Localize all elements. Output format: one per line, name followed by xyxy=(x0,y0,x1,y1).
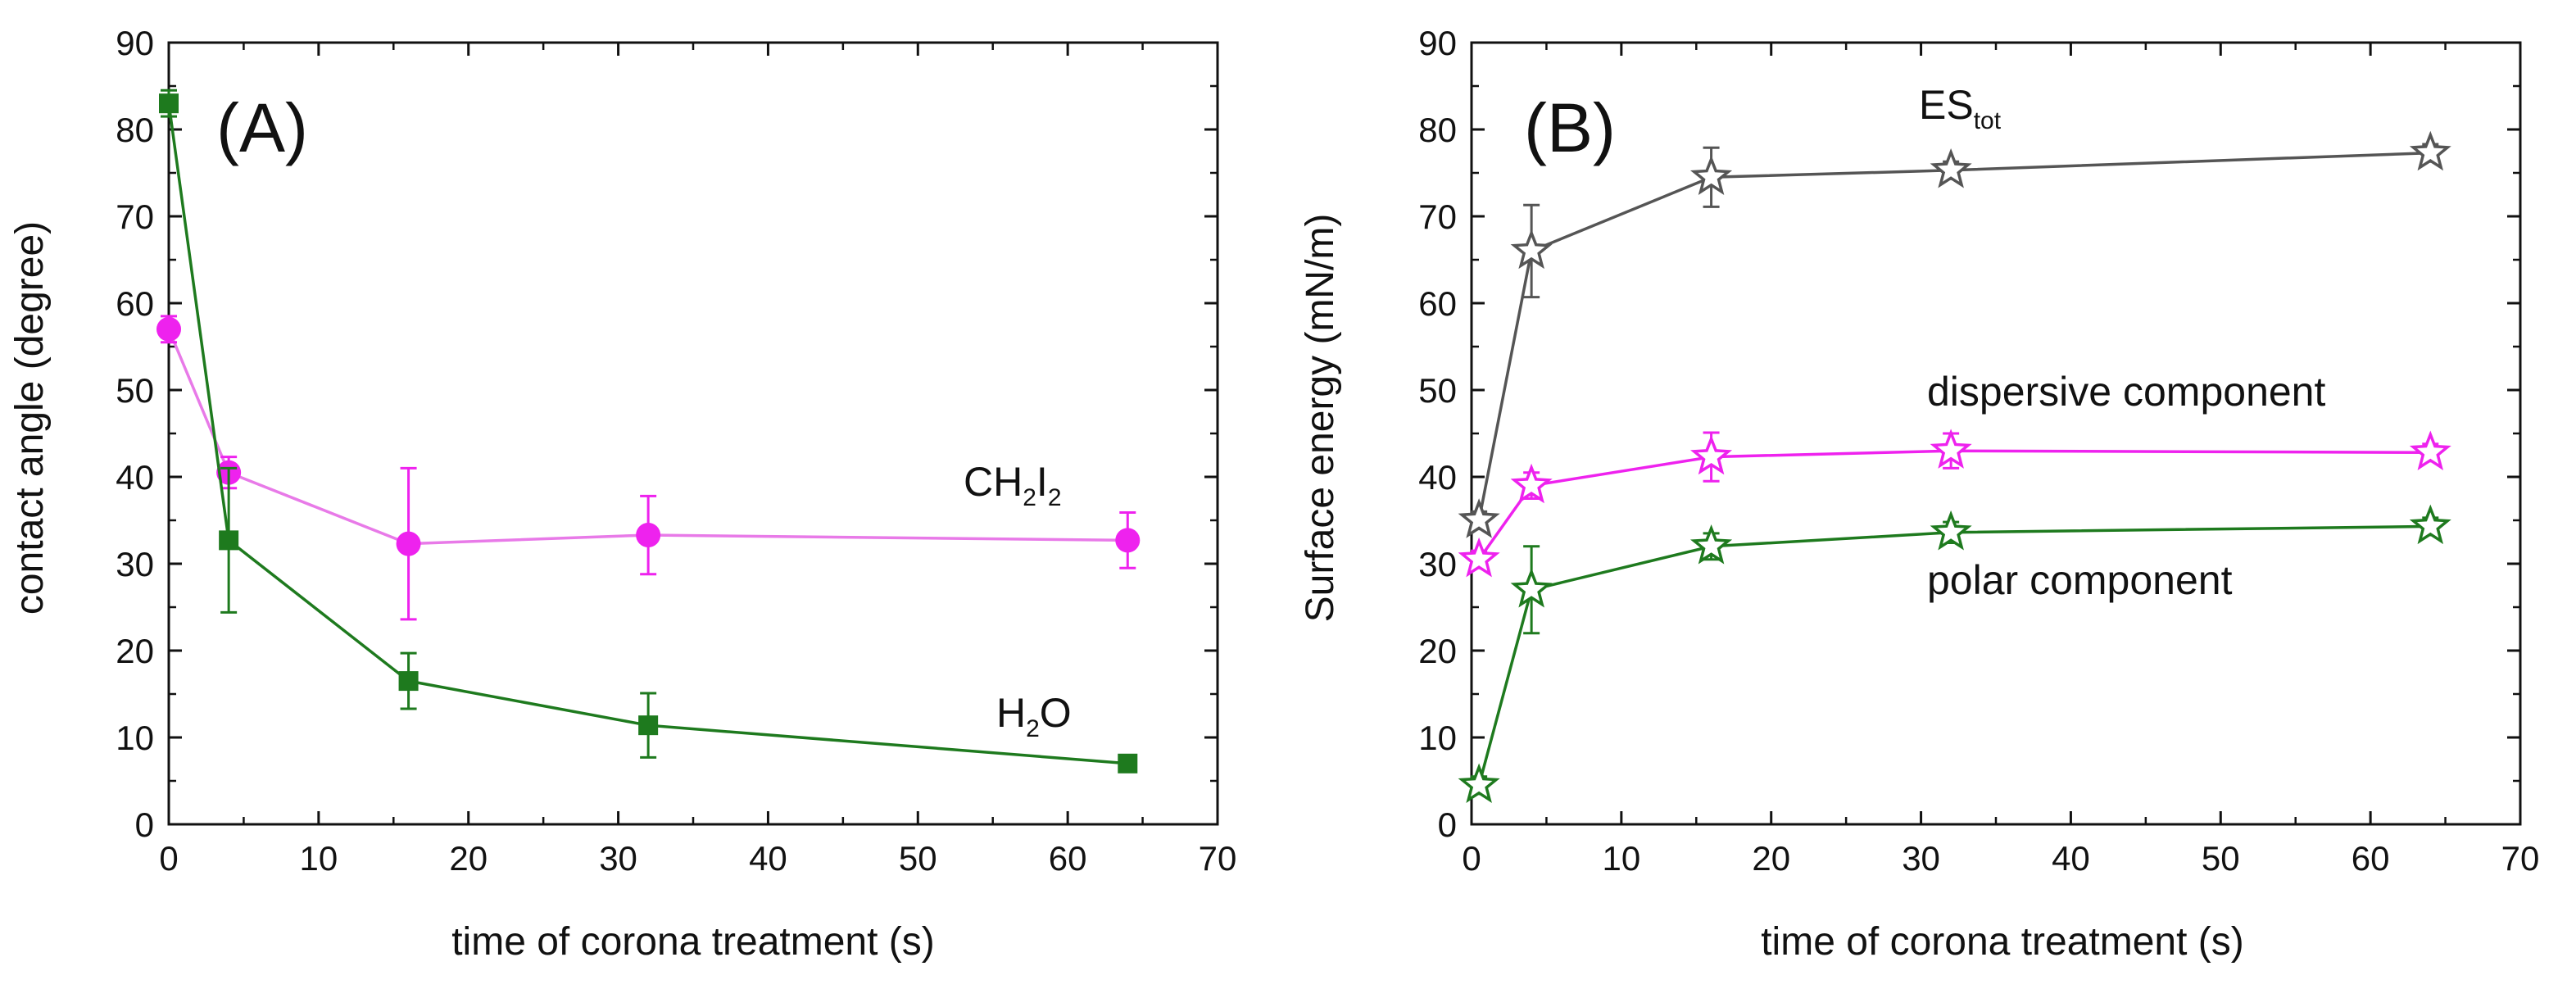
panel-b-y-tick-label: 80 xyxy=(1418,111,1457,149)
panel-b-series-1-point xyxy=(1458,537,1500,578)
panel-b-y-tick-label: 0 xyxy=(1438,805,1457,844)
panel-b-series-0-line xyxy=(1477,151,2431,521)
label-ch2i2-sub1: 2 xyxy=(1023,484,1036,511)
panel-b-y-tick-label: 60 xyxy=(1418,284,1457,323)
panel-b-label: (B) xyxy=(1524,89,1616,166)
panel-a-x-tick-label: 40 xyxy=(749,839,787,878)
panel-b-plot-frame xyxy=(1470,41,2522,826)
panel-b-y-axis-title: Surface energy (mN/m) xyxy=(1299,214,1342,623)
panel-a-x-tick-label: 10 xyxy=(299,839,338,878)
panel-b-series-1-point xyxy=(2409,430,2451,471)
panel-b-series-0-point xyxy=(1690,155,1733,196)
label-ch2i2-main: CH xyxy=(964,459,1023,505)
label-ch2i2-mid: I xyxy=(1036,459,1048,505)
panel-b-x-tick-label: 60 xyxy=(2352,839,2390,878)
panel-b-x-tick-label: 30 xyxy=(1902,839,1940,878)
panel-b-y-tick-label: 40 xyxy=(1418,458,1457,497)
label-h2o-mid: O xyxy=(1040,690,1072,736)
label-polar: polar component xyxy=(1927,557,2233,603)
panel-a-x-tick-label: 20 xyxy=(449,839,488,878)
panel-a-series-0-point xyxy=(1115,528,1141,553)
label-es-tot: EStot xyxy=(1919,82,2002,134)
panel-a-x-tick-label: 50 xyxy=(899,839,937,878)
panel-b-series-2-point xyxy=(2409,504,2451,545)
panel-a-series-1-point xyxy=(638,715,659,736)
label-es-tot-sub: tot xyxy=(1974,107,2002,134)
panel-a-y-tick-label: 80 xyxy=(116,111,154,149)
panel-b-series-0-point xyxy=(2409,130,2451,171)
panel-b-series-1-point xyxy=(1510,463,1553,504)
panel-b-series-0-point xyxy=(1510,229,1553,270)
panel-b-y-tick-label: 20 xyxy=(1418,632,1457,670)
panel-a-x-tick-label: 0 xyxy=(159,839,178,878)
panel-a-series-1-point xyxy=(1118,753,1138,774)
panel-b-x-tick-label: 10 xyxy=(1602,839,1640,878)
panel-a-y-tick-label: 70 xyxy=(116,197,154,236)
panel-a-x-tick-label: 60 xyxy=(1049,839,1087,878)
panel-a-series-0-point xyxy=(636,523,661,548)
panel-a-series-1-point xyxy=(159,93,179,114)
panel-b-series-1-point xyxy=(1690,434,1733,475)
panel-b-series-2-point xyxy=(1690,524,1733,565)
panel-a-y-tick-label: 90 xyxy=(116,24,154,62)
label-h2o-main: H xyxy=(996,690,1026,736)
panel-b-x-tick-label: 0 xyxy=(1462,839,1481,878)
label-h2o: H2O xyxy=(996,690,1072,742)
panel-a-series-1-line xyxy=(167,102,1128,765)
panel-a-y-tick-label: 40 xyxy=(116,458,154,497)
panel-b-series-1-point xyxy=(1930,429,1972,469)
panel-a-chart: 0 10 20 30 40 50 60 70 0 10 20 30 40 50 60 70 80 90 xyxy=(116,24,1236,878)
panel-a-y-tick-label: 60 xyxy=(116,284,154,323)
panel-b-y-tick-label: 50 xyxy=(1418,371,1457,410)
panel-b-y-tick-label: 90 xyxy=(1418,24,1457,62)
panel-a-series-1-point xyxy=(219,530,239,551)
label-h2o-sub1: 2 xyxy=(1026,715,1040,742)
panel-a-y-axis-title: contact angle (degree) xyxy=(8,221,52,615)
panel-b-series-2-point xyxy=(1930,510,1972,551)
panel-a-y-tick-label: 10 xyxy=(116,719,154,757)
panel-b-chart: 0 10 20 30 40 50 60 70 0 10 20 30 40 50 60 70 80 90 xyxy=(1418,24,2539,878)
panel-a-x-axis-title: time of corona treatment (s) xyxy=(451,920,935,964)
label-es-tot-main: ES xyxy=(1919,82,1974,128)
panel-a-series-1-point xyxy=(398,671,419,692)
panel-a-series-0-point xyxy=(156,316,181,342)
label-ch2i2: CH2I2 xyxy=(964,459,1062,511)
panel-b-x-tick-label: 70 xyxy=(2501,839,2540,878)
panel-b-x-axis-title: time of corona treatment (s) xyxy=(1761,920,2244,964)
panel-a-y-tick-label: 20 xyxy=(116,632,154,670)
panel-b-x-tick-label: 40 xyxy=(2052,839,2090,878)
panel-a-y-tick-label: 30 xyxy=(116,545,154,583)
panel-a-series-0-point xyxy=(396,531,421,556)
panel-a-label: (A) xyxy=(216,89,308,166)
panel-b-y-tick-label: 70 xyxy=(1418,197,1457,236)
panel-b-series-2-point xyxy=(1510,567,1553,608)
panel-b-series-0-point xyxy=(1930,147,1972,188)
label-dispersive: dispersive component xyxy=(1927,369,2325,415)
panel-b-y-tick-label: 30 xyxy=(1418,545,1457,583)
panel-a-x-tick-label: 30 xyxy=(599,839,637,878)
panel-a-y-tick-label: 50 xyxy=(116,371,154,410)
panel-b-x-tick-label: 50 xyxy=(2202,839,2240,878)
label-ch2i2-sub2: 2 xyxy=(1048,484,1062,511)
panel-b-y-tick-label: 10 xyxy=(1418,719,1457,757)
panel-b-series-2-point xyxy=(1458,763,1500,804)
panel-b-x-tick-label: 20 xyxy=(1752,839,1790,878)
panel-a-y-tick-label: 0 xyxy=(135,805,154,844)
panel-b-series-0-point xyxy=(1458,498,1500,538)
panel-a-x-tick-label: 70 xyxy=(1199,839,1237,878)
